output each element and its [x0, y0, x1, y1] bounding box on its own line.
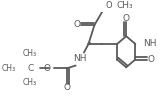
Text: O: O	[123, 14, 130, 23]
Text: O: O	[74, 20, 81, 29]
Text: C: C	[28, 64, 34, 73]
Text: NH: NH	[73, 54, 87, 63]
Text: O: O	[44, 64, 51, 73]
Text: O: O	[64, 83, 71, 93]
Text: O: O	[148, 55, 155, 64]
Text: CH₃: CH₃	[23, 49, 37, 58]
Text: NH: NH	[143, 39, 156, 48]
Text: CH₃: CH₃	[2, 64, 16, 73]
Text: O: O	[105, 1, 112, 10]
Text: CH₃: CH₃	[23, 78, 37, 87]
Text: CH₃: CH₃	[116, 1, 133, 10]
